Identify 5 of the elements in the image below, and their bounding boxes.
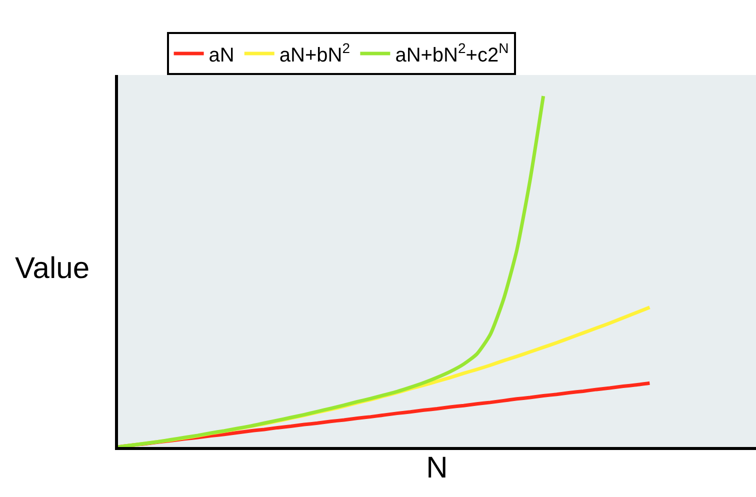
y-axis-title: Value bbox=[15, 252, 90, 285]
legend-label: aN bbox=[208, 44, 234, 66]
x-axis-title: N bbox=[426, 452, 448, 484]
legend-label: aN+bN$^{2}$ bbox=[279, 40, 350, 66]
legend-label: aN+bN$^{2}$+c2$^{N}$ bbox=[395, 40, 509, 66]
